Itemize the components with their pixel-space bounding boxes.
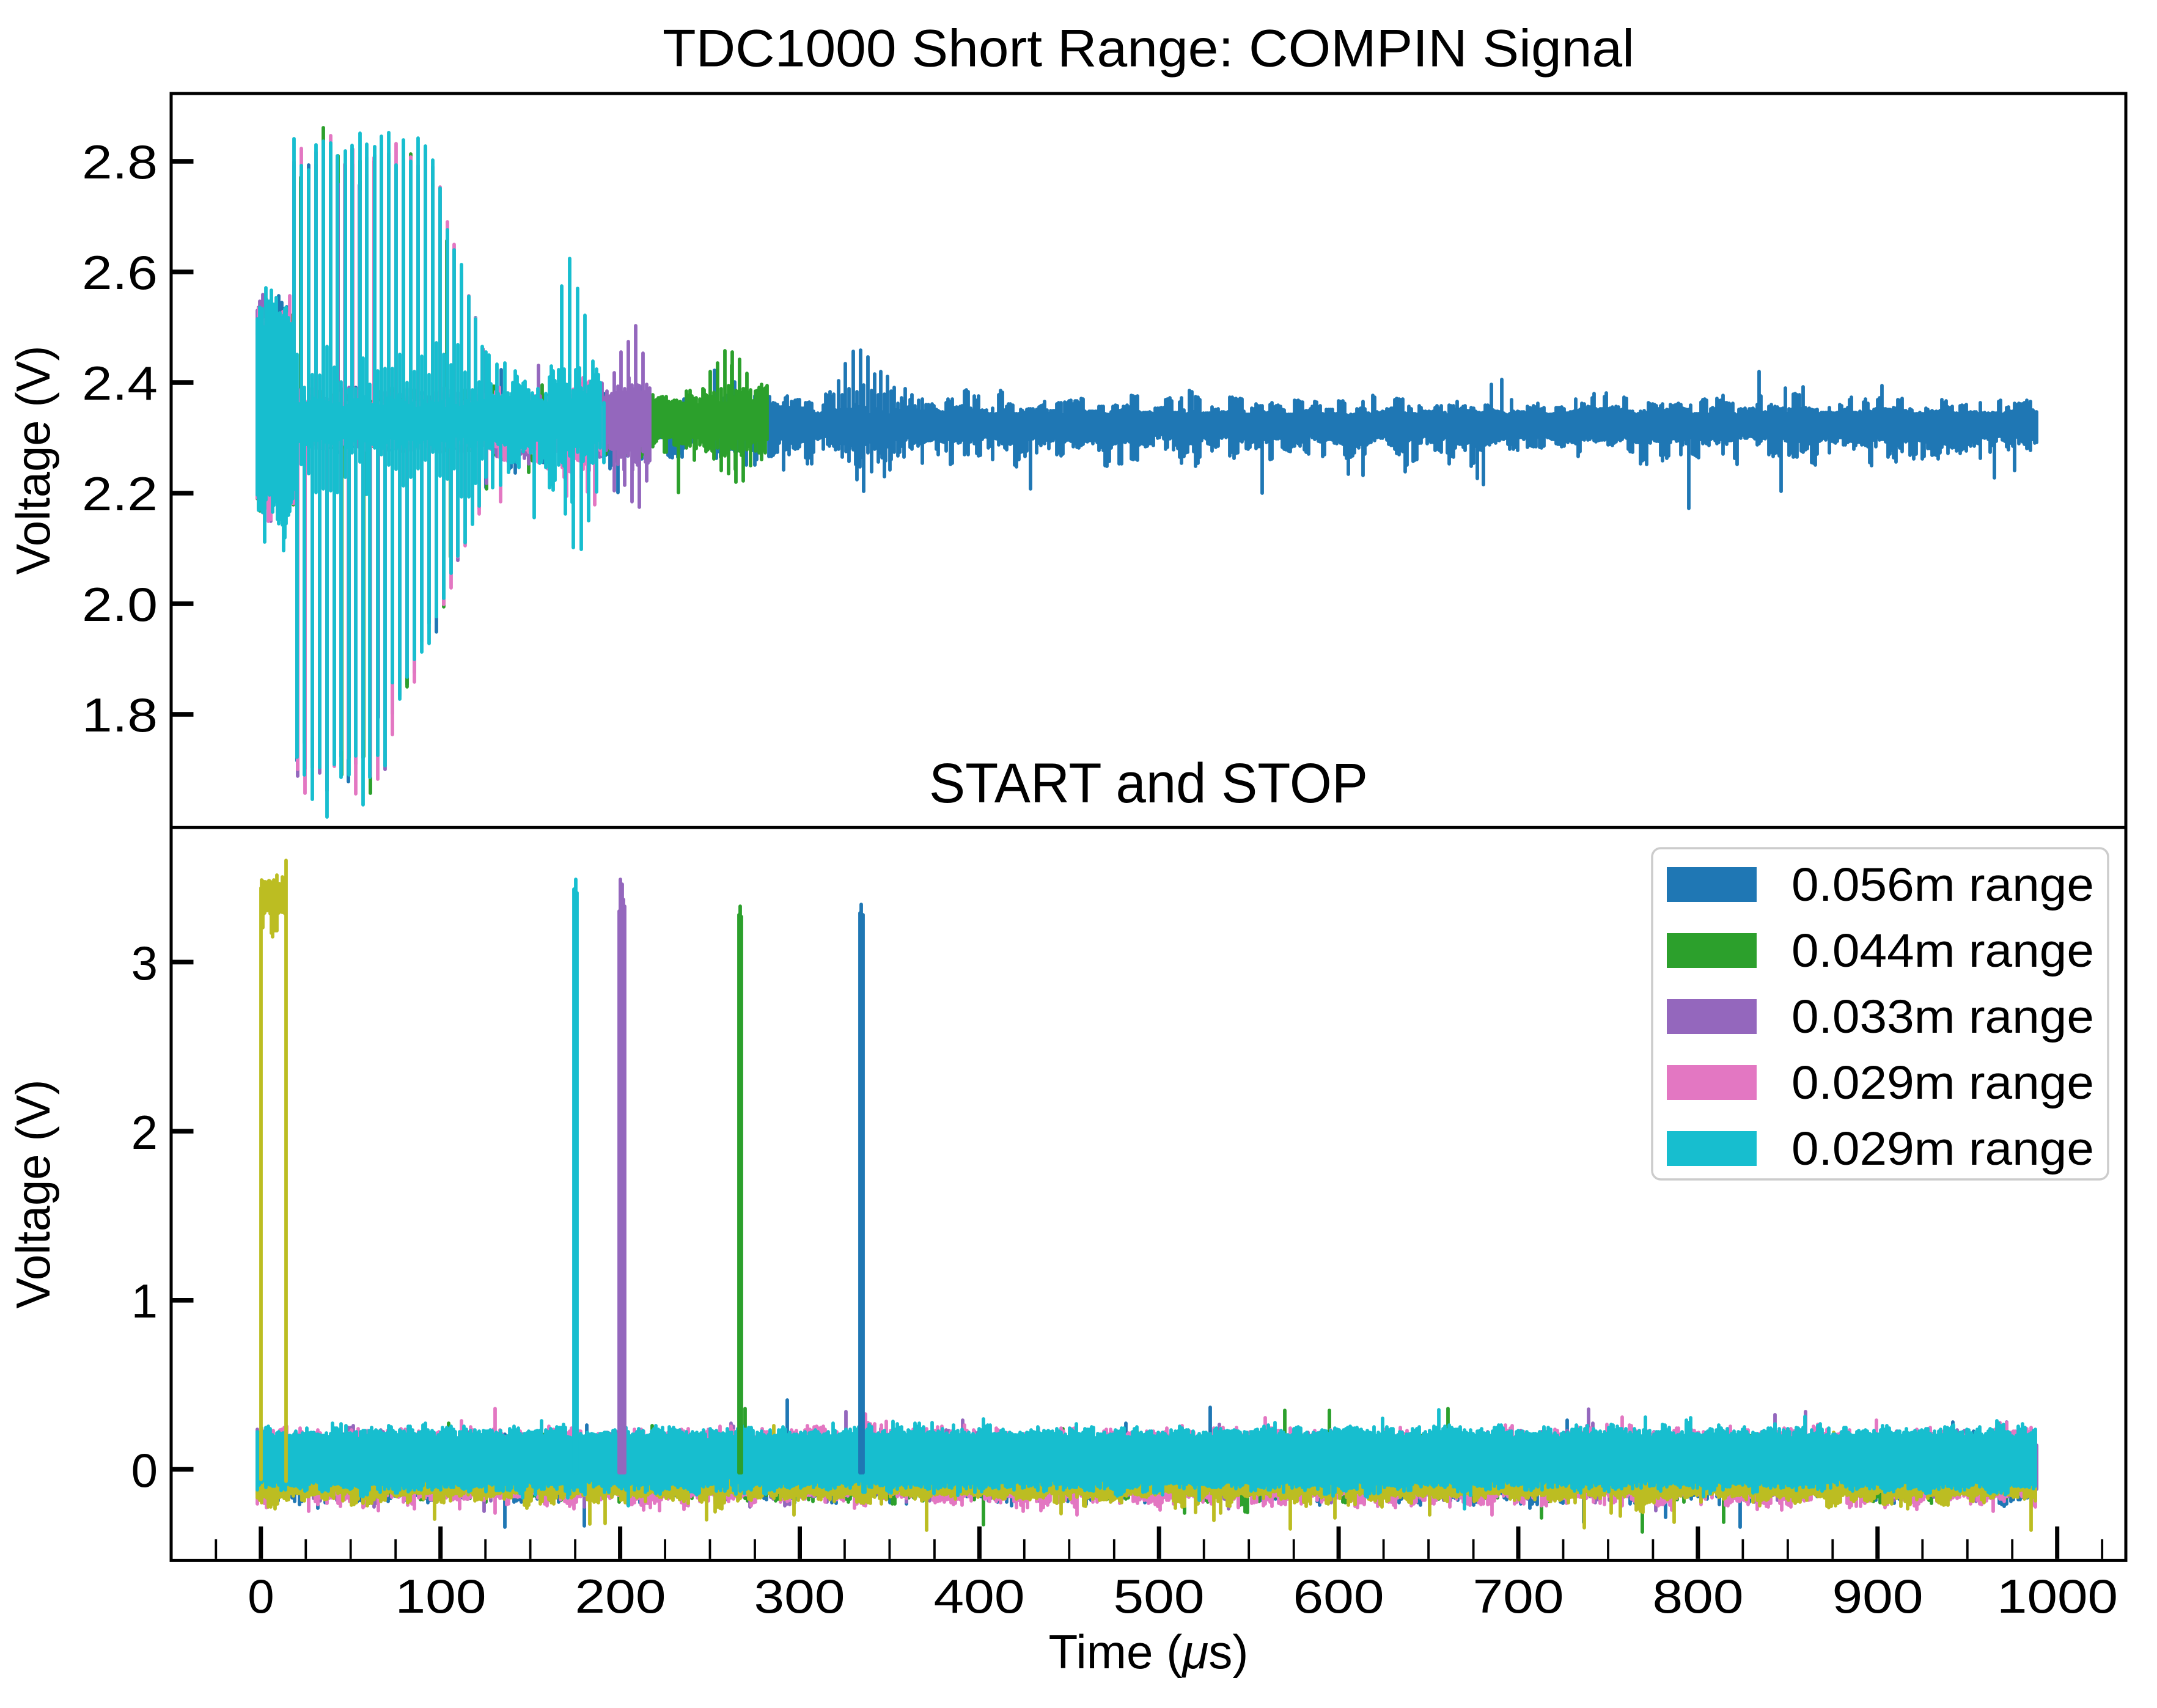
svg-text:2.8: 2.8: [82, 135, 158, 189]
svg-text:300: 300: [754, 1569, 845, 1623]
svg-text:2.4: 2.4: [82, 356, 158, 410]
svg-text:400: 400: [934, 1569, 1025, 1623]
svg-text:0: 0: [131, 1443, 158, 1497]
svg-text:TDC1000 Short Range: COMPIN Si: TDC1000 Short Range: COMPIN Signal: [663, 20, 1634, 78]
svg-text:0.029m range: 0.029m range: [1791, 1123, 2094, 1175]
svg-text:0.044m range: 0.044m range: [1791, 925, 2094, 977]
svg-text:0: 0: [248, 1569, 274, 1623]
svg-text:1000: 1000: [1997, 1569, 2118, 1623]
svg-text:3: 3: [131, 936, 158, 990]
svg-text:2.6: 2.6: [82, 246, 158, 299]
svg-text:Voltage (V): Voltage (V): [6, 1080, 60, 1309]
svg-text:100: 100: [395, 1569, 487, 1623]
svg-text:700: 700: [1473, 1569, 1564, 1623]
svg-text:0.033m range: 0.033m range: [1791, 991, 2094, 1043]
svg-text:2: 2: [131, 1105, 158, 1159]
svg-text:1: 1: [131, 1274, 158, 1328]
svg-text:0.056m range: 0.056m range: [1791, 859, 2094, 911]
svg-text:2.2: 2.2: [82, 467, 158, 521]
svg-text:800: 800: [1653, 1569, 1744, 1623]
svg-text:START and STOP: START and STOP: [929, 752, 1368, 815]
svg-text:Time (μs): Time (μs): [1049, 1625, 1249, 1679]
svg-text:900: 900: [1832, 1569, 1924, 1623]
svg-text:1.8: 1.8: [82, 688, 158, 742]
svg-text:2.0: 2.0: [82, 577, 158, 631]
svg-text:600: 600: [1293, 1569, 1384, 1623]
svg-text:0.029m range: 0.029m range: [1791, 1057, 2094, 1109]
svg-text:Voltage (V): Voltage (V): [6, 346, 60, 575]
svg-text:200: 200: [575, 1569, 666, 1623]
svg-text:500: 500: [1114, 1569, 1205, 1623]
